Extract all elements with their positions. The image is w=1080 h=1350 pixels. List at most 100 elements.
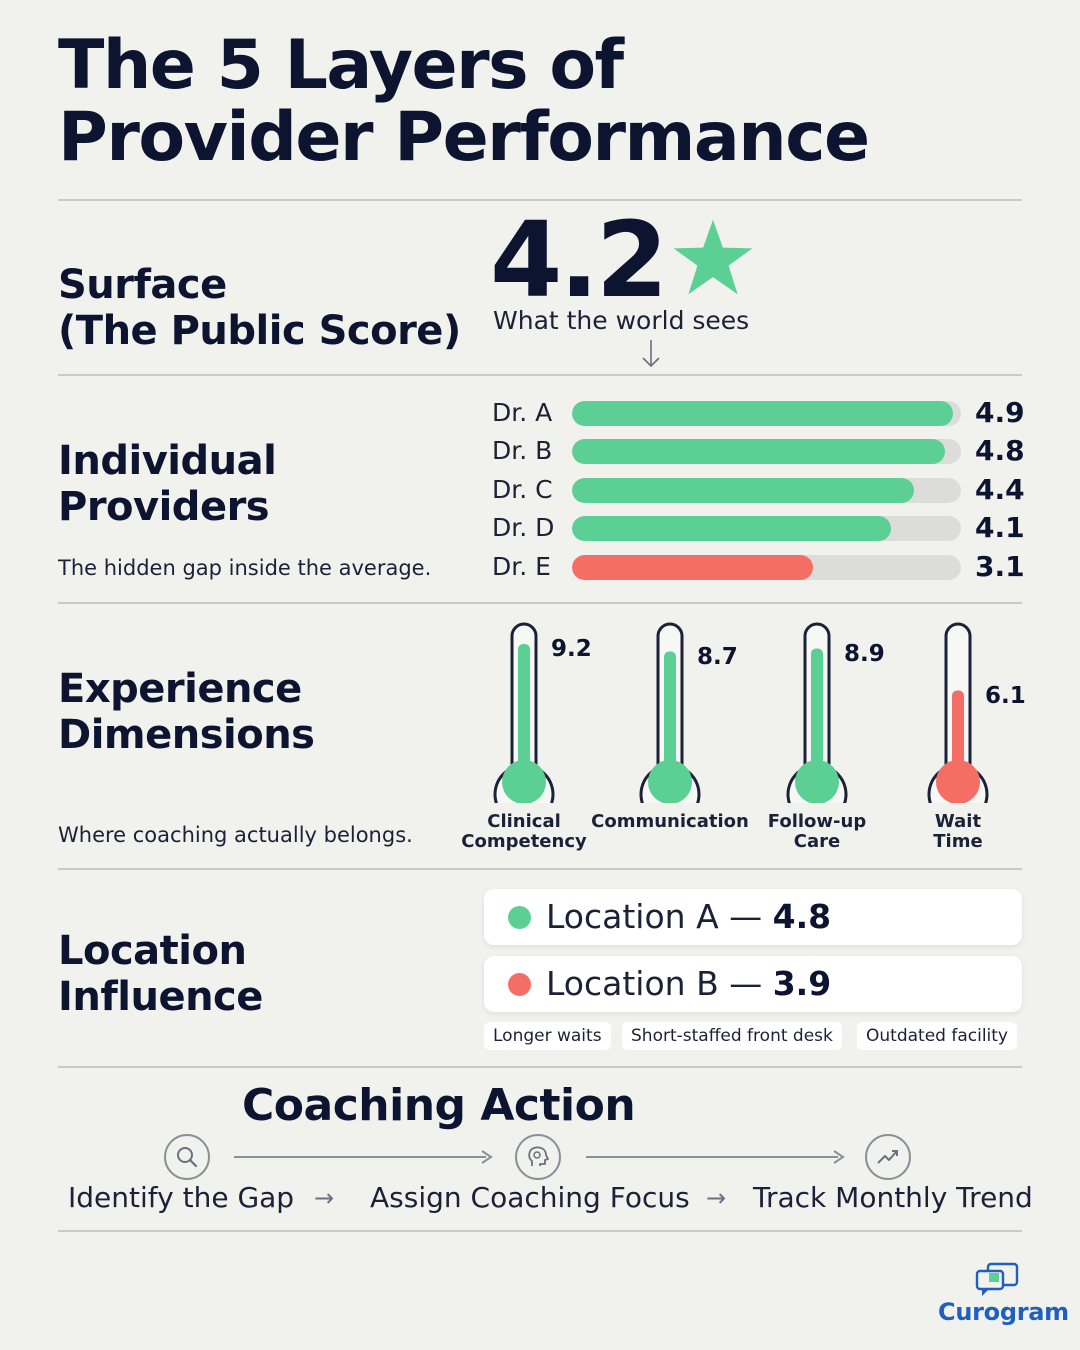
surface-heading-line1: Surface	[58, 262, 227, 308]
surface-heading-line2: (The Public Score)	[58, 308, 461, 354]
provider-row: Dr. A 4.9	[492, 396, 1032, 430]
provider-row: Dr. C 4.4	[492, 473, 1032, 507]
provider-name: Dr. C	[492, 475, 553, 504]
providers-heading-line2: Providers	[58, 484, 270, 530]
thermometer-bulb	[936, 760, 980, 803]
arrow-down-icon	[642, 340, 660, 368]
location-dash: —	[729, 897, 763, 936]
thermometer	[493, 622, 555, 803]
trend-up-icon	[865, 1134, 911, 1180]
dimensions-heading-line1: Experience	[58, 666, 302, 712]
flow-line	[586, 1156, 838, 1158]
providers-heading-line1: Individual	[58, 438, 277, 484]
providers-heading: Individual Providers	[58, 438, 277, 530]
thermometer-level	[811, 648, 823, 782]
dimension-label: Wait Time	[873, 812, 1043, 852]
provider-value-label: 4.8	[975, 434, 1025, 467]
providers-subtitle: The hidden gap inside the average.	[58, 556, 432, 580]
thermometer-bulb	[502, 760, 546, 803]
provider-bar	[572, 439, 946, 464]
thermometer	[639, 622, 701, 803]
page-title-line2: Provider Performance	[58, 98, 870, 177]
dimension-label-line: Clinical	[487, 811, 561, 832]
thermometer-value-label: 6.1	[985, 682, 1026, 709]
status-dot	[508, 906, 531, 929]
location-card: Location A — 4.8	[484, 889, 1022, 945]
thermometer-value-label: 8.9	[844, 640, 885, 667]
location-heading-line1: Location	[58, 928, 247, 974]
thermometer-level	[518, 644, 530, 782]
coaching-step: Identify the Gap	[68, 1181, 295, 1214]
provider-name: Dr. D	[492, 513, 555, 542]
location-issue-tag: Short-staffed front desk	[622, 1022, 842, 1050]
location-card: Location B — 3.9	[484, 956, 1022, 1012]
provider-row: Dr. B 4.8	[492, 434, 1032, 468]
status-dot	[508, 973, 531, 996]
provider-bar-track	[572, 516, 961, 541]
public-score-caption: What the world sees	[493, 306, 750, 335]
arrow-right-icon	[833, 1150, 845, 1164]
dimension-label-line: Follow-up	[767, 811, 867, 832]
location-score: 4.8	[772, 897, 832, 936]
surface-heading: Surface (The Public Score)	[58, 262, 461, 354]
page-title: The 5 Layers of Provider Performance	[58, 30, 1018, 174]
head-icon	[515, 1134, 561, 1180]
chat-bubbles-icon	[975, 1262, 1019, 1296]
provider-row: Dr. D 4.1	[492, 511, 1032, 545]
thermometer	[927, 622, 989, 803]
location-heading-line2: Influence	[58, 974, 263, 1020]
location-name: Location B	[546, 964, 719, 1003]
thermometer	[786, 622, 848, 803]
location-issue-tag: Longer waits	[484, 1022, 611, 1050]
thermometer-level	[952, 690, 964, 782]
coaching-step: Track Monthly Trend	[753, 1181, 1033, 1214]
provider-name: Dr. B	[492, 436, 553, 465]
dimension-label: Follow-up Care	[732, 812, 902, 852]
provider-bar	[572, 516, 891, 541]
divider	[58, 602, 1022, 604]
step-arrow: →	[314, 1184, 335, 1212]
arrow-right-icon	[481, 1150, 493, 1164]
coaching-heading: Coaching Action	[242, 1080, 636, 1131]
dimensions-subtitle: Where coaching actually belongs.	[58, 823, 413, 847]
provider-bar	[572, 401, 954, 426]
thermometer-bulb	[795, 760, 839, 803]
dimension-label: Clinical Competency	[439, 812, 609, 852]
flow-line	[234, 1156, 486, 1158]
provider-bar-track	[572, 439, 961, 464]
divider	[58, 374, 1022, 376]
provider-name: Dr. A	[492, 398, 553, 427]
coaching-step: Assign Coaching Focus	[370, 1181, 690, 1214]
dimensions-heading: Experience Dimensions	[58, 666, 315, 758]
thermometer-level	[664, 651, 676, 782]
dimension-label-line: Communication	[591, 811, 749, 832]
star-icon	[673, 219, 753, 295]
divider	[58, 1066, 1022, 1068]
provider-bar-track	[572, 555, 961, 580]
provider-value-label: 4.4	[975, 473, 1025, 506]
step-arrow: →	[706, 1184, 727, 1212]
location-issue-tag: Outdated facility	[857, 1022, 1017, 1050]
dimension-label: Communication	[585, 812, 755, 832]
public-score: 4.2	[490, 199, 668, 321]
provider-bar	[572, 478, 915, 503]
search-icon	[164, 1134, 210, 1180]
thermometer-value-label: 8.7	[697, 643, 738, 670]
dimensions-heading-line2: Dimensions	[58, 712, 315, 758]
provider-name: Dr. E	[492, 552, 551, 581]
provider-bar-track	[572, 478, 961, 503]
provider-value-label: 4.9	[975, 396, 1025, 429]
divider	[58, 199, 1022, 201]
page-title-line1: The 5 Layers of	[58, 26, 624, 105]
dimension-label-line: Time	[933, 831, 983, 852]
dimension-label-line: Competency	[461, 831, 587, 852]
brand-logo: Curogram	[938, 1298, 1069, 1326]
provider-bar-track	[572, 401, 961, 426]
location-score: 3.9	[772, 964, 832, 1003]
divider	[58, 868, 1022, 870]
location-heading: Location Influence	[58, 928, 263, 1020]
dimension-label-line: Wait	[934, 811, 982, 832]
divider	[58, 1230, 1022, 1232]
location-dash: —	[729, 964, 763, 1003]
provider-row: Dr. E 3.1	[492, 550, 1032, 584]
